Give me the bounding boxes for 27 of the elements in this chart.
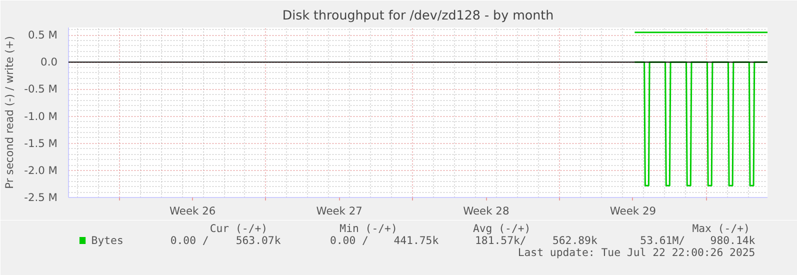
text: Max (-/+) xyxy=(692,222,750,235)
text: Avg (-/+) xyxy=(472,222,531,235)
x-tick-label: Week 27 xyxy=(316,204,362,218)
y-tick-label: -2.5 M xyxy=(24,191,58,204)
text: Cur (-/+) xyxy=(210,222,268,235)
text: 53.61M/ xyxy=(640,234,686,247)
y-tick-label: 0.5 M xyxy=(28,28,58,42)
text: 980.14k xyxy=(710,234,756,247)
text: 563.07k xyxy=(236,234,282,247)
x-tick-label: Week 28 xyxy=(463,204,510,218)
y-tick-label: -2.0 M xyxy=(24,164,58,177)
text: 181.57k/ xyxy=(474,234,526,247)
text: 562.89k xyxy=(552,234,598,247)
text: Last update: Tue Jul 22 22:00:26 2025 xyxy=(518,246,756,259)
text: 0.00 / xyxy=(170,234,209,247)
text: 441.75k xyxy=(394,234,440,247)
legend-label: Bytes xyxy=(91,234,124,247)
y-tick-label: -1.0 M xyxy=(24,110,58,123)
text: 0.00 / xyxy=(330,234,368,247)
x-tick-label: Week 29 xyxy=(610,204,656,218)
chart-title: Disk throughput for /dev/zd128 - by month xyxy=(282,8,554,22)
x-tick-label: Week 26 xyxy=(170,204,216,218)
y-tick-label: 0.0 xyxy=(40,56,58,69)
y-tick-label: -0.5 M xyxy=(24,82,58,96)
text: Min (-/+) xyxy=(340,222,398,235)
y-axis-title: Pr second read (-) / write (+) xyxy=(3,36,16,189)
y-tick-label: -1.5 M xyxy=(24,136,58,150)
